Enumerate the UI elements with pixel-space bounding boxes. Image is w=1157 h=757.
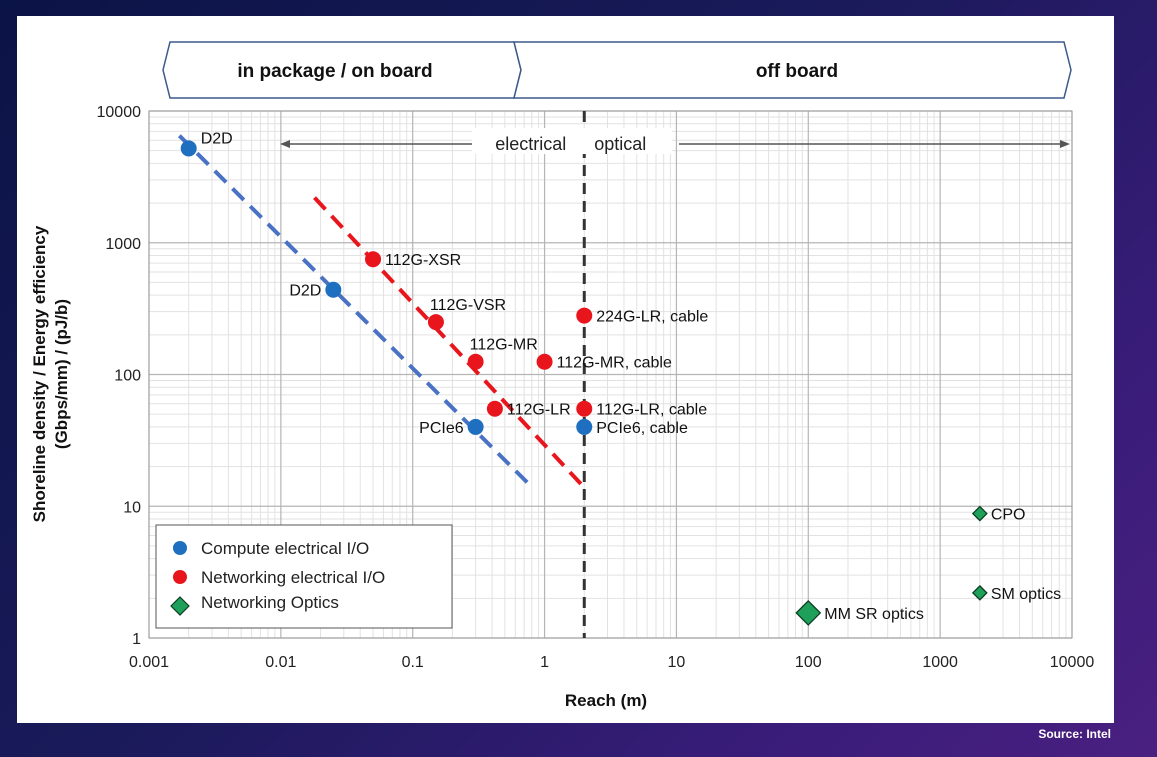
y-tick-label: 100 bbox=[114, 368, 141, 385]
data-point bbox=[576, 418, 593, 435]
x-tick-label: 10000 bbox=[1050, 654, 1095, 671]
x-axis-ticks: 0.001 0.01 0.1 1 10 100 1000 10000 bbox=[129, 654, 1094, 671]
x-tick-label: 1 bbox=[540, 654, 549, 671]
data-label: 112G-LR bbox=[507, 402, 571, 419]
source-credit: Source: Intel bbox=[1038, 727, 1111, 741]
banner-right-shape bbox=[513, 41, 1072, 99]
data-label: 112G-MR bbox=[470, 337, 538, 354]
data-label: SM optics bbox=[991, 586, 1061, 603]
chart-panel: in package / on board off board 0.001 0.0… bbox=[17, 16, 1114, 723]
banner-left-label: in package / on board bbox=[237, 61, 432, 82]
y-tick-label: 10 bbox=[123, 499, 141, 516]
x-tick-label: 0.1 bbox=[402, 654, 424, 671]
data-label: 112G-XSR bbox=[385, 252, 461, 269]
legend-label-optics: Networking Optics bbox=[201, 593, 339, 612]
data-label: MM SR optics bbox=[824, 606, 924, 623]
y-axis-ticks: 1 10 100 1000 10000 bbox=[97, 104, 142, 648]
data-point bbox=[427, 314, 444, 331]
electrical-arrowhead bbox=[280, 140, 290, 148]
data-point bbox=[365, 251, 382, 268]
data-label: PCIe6, cable bbox=[596, 420, 688, 437]
y-tick-label: 10000 bbox=[97, 104, 142, 121]
plot-area-frame bbox=[148, 110, 1073, 639]
y-tick-label: 1 bbox=[132, 631, 141, 648]
legend-label-networking: Networking electrical I/O bbox=[201, 568, 385, 587]
x-tick-label: 0.001 bbox=[129, 654, 169, 671]
trendlines bbox=[177, 134, 588, 491]
data-point bbox=[467, 353, 484, 370]
data-label: D2D bbox=[289, 283, 321, 300]
banner-right-label: off board bbox=[756, 61, 838, 82]
data-point bbox=[180, 140, 197, 157]
divider-label-background bbox=[472, 128, 672, 154]
data-point-diamond bbox=[971, 584, 988, 601]
scatter-chart: in package / on board off board 0.001 0.0… bbox=[30, 41, 1094, 710]
data-point bbox=[486, 400, 503, 417]
y-tick-label: 1000 bbox=[105, 236, 141, 253]
x-tick-label: 0.01 bbox=[265, 654, 296, 671]
legend-marker-optics bbox=[170, 596, 190, 616]
x-tick-label: 100 bbox=[795, 654, 822, 671]
data-point bbox=[536, 353, 553, 370]
networking-trend-line bbox=[313, 196, 588, 491]
legend-box bbox=[155, 524, 453, 629]
data-points: D2D D2D PCIe6 PCIe6, cable 112G-XSR 112G-VSR 1… bbox=[180, 130, 1061, 626]
data-label: 112G-MR, cable bbox=[557, 355, 672, 372]
data-point bbox=[576, 400, 593, 417]
x-tick-label: 10 bbox=[668, 654, 686, 671]
x-axis-label: Reach (m) bbox=[565, 691, 647, 710]
x-tick-label: 1000 bbox=[922, 654, 958, 671]
optical-arrowhead bbox=[1060, 140, 1070, 148]
legend-label-compute: Compute electrical I/O bbox=[201, 539, 369, 558]
electrical-optical-divider: electrical optical bbox=[280, 111, 1070, 638]
legend: Compute electrical I/O Networking electr… bbox=[155, 524, 453, 629]
optical-label: optical bbox=[594, 134, 646, 154]
legend-marker-compute bbox=[173, 541, 187, 555]
data-point bbox=[325, 281, 342, 298]
header-banner: in package / on board off board bbox=[162, 41, 1072, 99]
data-label: 112G-VSR bbox=[430, 297, 506, 314]
data-label: PCIe6 bbox=[419, 420, 464, 437]
data-label: CPO bbox=[991, 507, 1026, 524]
data-label: D2D bbox=[201, 130, 233, 147]
y-axis-label-line2: (Gbps/mm) / (pJ/b) bbox=[52, 299, 71, 449]
y-axis-label-line1: Shoreline density / Energy efficiency bbox=[30, 225, 49, 522]
electrical-label: electrical bbox=[495, 134, 566, 154]
data-label: 112G-LR, cable bbox=[596, 402, 707, 419]
data-label: 224G-LR, cable bbox=[596, 309, 708, 326]
data-point-diamond bbox=[971, 505, 988, 522]
data-point bbox=[467, 418, 484, 435]
data-point-diamond bbox=[795, 600, 822, 626]
legend-marker-networking bbox=[173, 570, 187, 584]
data-point bbox=[576, 307, 593, 324]
